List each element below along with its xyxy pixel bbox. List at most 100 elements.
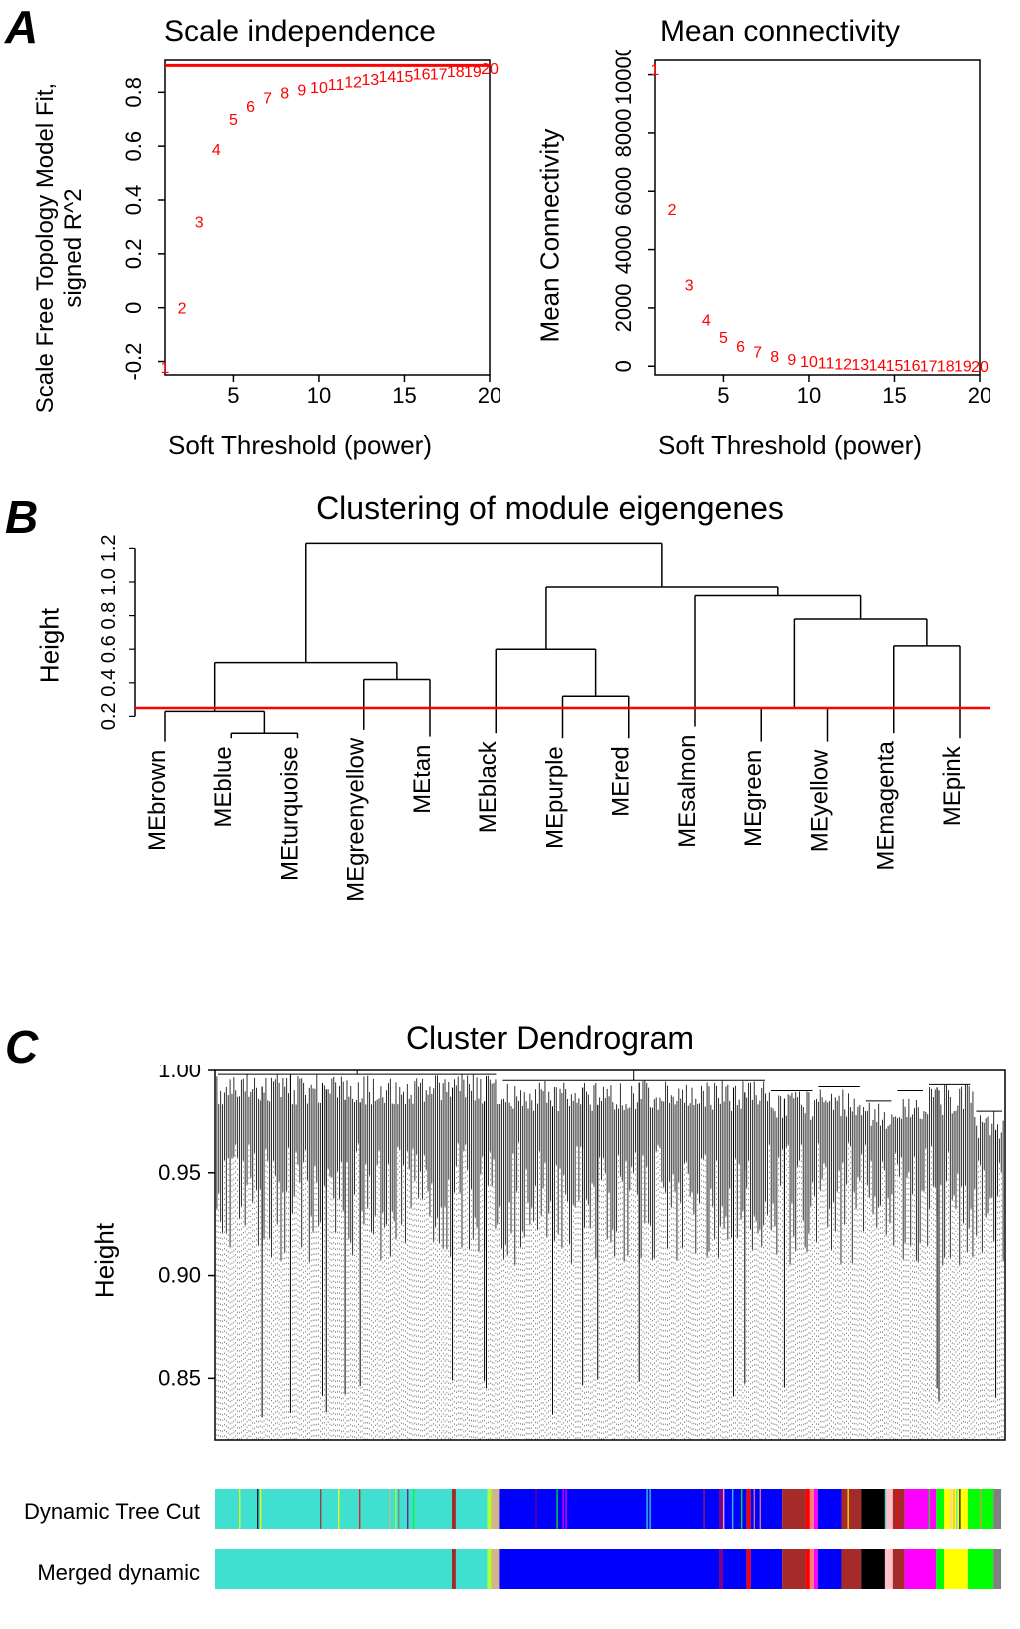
panel-a-left-ylabel: Scale Free Topology Model Fit, signed R^… (32, 48, 88, 448)
svg-text:2000: 2000 (611, 283, 636, 332)
svg-text:0.6: 0.6 (98, 635, 120, 663)
svg-text:MEred: MEred (608, 746, 635, 817)
svg-text:8: 8 (770, 349, 779, 366)
svg-text:18: 18 (447, 64, 465, 81)
svg-text:0.4: 0.4 (121, 185, 146, 216)
svg-text:20: 20 (971, 359, 989, 376)
svg-text:18: 18 (937, 359, 955, 376)
panel-a-right-title: Mean connectivity (600, 15, 960, 49)
svg-text:9: 9 (297, 83, 306, 100)
svg-text:4: 4 (212, 142, 221, 159)
svg-text:12: 12 (834, 356, 852, 373)
svg-text:1.0: 1.0 (98, 568, 120, 596)
svg-text:0: 0 (121, 302, 146, 314)
figure-container: A Scale independence 5101520-0.200.20.40… (0, 0, 1020, 1629)
svg-text:0.8: 0.8 (98, 602, 120, 630)
svg-text:6: 6 (246, 99, 255, 116)
panel-c-title: Cluster Dendrogram (250, 1020, 850, 1057)
svg-text:15: 15 (396, 69, 414, 86)
svg-text:10: 10 (310, 80, 328, 97)
svg-text:-0.2: -0.2 (121, 343, 146, 381)
svg-text:10: 10 (800, 354, 818, 371)
svg-text:17: 17 (920, 358, 938, 375)
svg-text:8000: 8000 (611, 108, 636, 157)
svg-text:0.95: 0.95 (158, 1160, 201, 1185)
svg-text:12: 12 (344, 75, 362, 92)
svg-text:5: 5 (717, 383, 729, 408)
panel-a-right-ylabel: Mean Connectivity (535, 86, 566, 386)
svg-text:4000: 4000 (611, 225, 636, 274)
svg-text:11: 11 (818, 355, 835, 372)
svg-text:13: 13 (361, 72, 379, 89)
svg-text:4: 4 (702, 313, 711, 330)
svg-text:MEgreen: MEgreen (740, 750, 767, 847)
svg-text:10: 10 (307, 383, 331, 408)
svg-text:0.6: 0.6 (121, 131, 146, 162)
svg-text:15: 15 (882, 383, 906, 408)
panel-a-left-title: Scale independence (120, 15, 480, 49)
svg-text:MEturquoise: MEturquoise (277, 746, 304, 881)
svg-text:15: 15 (886, 358, 904, 375)
svg-text:5: 5 (229, 112, 238, 129)
merged-dynamic-label: Merged dynamic (0, 1560, 200, 1586)
panel-b-title: Clustering of module eigengenes (200, 490, 900, 527)
svg-text:2: 2 (178, 301, 187, 318)
svg-text:14: 14 (378, 69, 396, 86)
svg-text:11: 11 (328, 77, 345, 94)
panel-c-label: C (5, 1020, 38, 1074)
svg-text:8: 8 (280, 85, 289, 102)
panel-a-label: A (5, 0, 38, 54)
svg-text:3: 3 (685, 278, 694, 295)
svg-text:0.4: 0.4 (98, 669, 120, 697)
svg-text:1: 1 (161, 360, 170, 377)
svg-text:2: 2 (668, 202, 677, 219)
mean-connectivity-chart: 5101520020004000600080001000012345678910… (590, 50, 990, 430)
eigengene-dendrogram: 0.20.40.60.81.01.2MEbrownMEblueMEturquoi… (80, 530, 1000, 980)
svg-text:20: 20 (481, 61, 499, 78)
svg-text:3: 3 (195, 215, 204, 232)
svg-text:16: 16 (413, 66, 431, 83)
svg-text:MEgreenyellow: MEgreenyellow (343, 737, 370, 902)
svg-text:17: 17 (430, 66, 448, 83)
svg-text:9: 9 (787, 352, 796, 369)
svg-text:0.2: 0.2 (98, 702, 120, 730)
svg-text:MEmagenta: MEmagenta (873, 741, 900, 871)
svg-text:13: 13 (851, 357, 869, 374)
svg-text:6: 6 (736, 339, 745, 356)
svg-text:10000: 10000 (611, 50, 636, 105)
panel-a-left-xlabel: Soft Threshold (power) (140, 430, 460, 461)
panel-a-right-xlabel: Soft Threshold (power) (630, 430, 950, 461)
svg-text:20: 20 (968, 383, 990, 408)
svg-text:7: 7 (753, 345, 762, 362)
svg-text:0.90: 0.90 (158, 1263, 201, 1288)
svg-text:MEsalmon: MEsalmon (674, 734, 701, 847)
svg-text:5: 5 (719, 330, 728, 347)
svg-text:7: 7 (263, 91, 272, 108)
svg-text:1.00: 1.00 (158, 1065, 201, 1082)
panel-c-ylabel: Height (90, 1161, 121, 1361)
panel-b-label: B (5, 490, 38, 544)
svg-text:1: 1 (651, 62, 660, 79)
svg-text:MEpurple: MEpurple (542, 746, 569, 849)
cluster-dendrogram: 0.85 0.90 0.95 1.00 (110, 1065, 1010, 1625)
svg-text:0.2: 0.2 (121, 239, 146, 270)
svg-text:0.85: 0.85 (158, 1365, 201, 1390)
svg-text:20: 20 (478, 383, 500, 408)
svg-text:MEblue: MEblue (210, 746, 237, 827)
svg-text:16: 16 (903, 358, 921, 375)
svg-text:MEblack: MEblack (475, 740, 502, 833)
svg-text:0.8: 0.8 (121, 77, 146, 108)
svg-text:MEtan: MEtan (409, 745, 436, 814)
svg-text:10: 10 (797, 383, 821, 408)
dynamic-tree-cut-label: Dynamic Tree Cut (0, 1499, 200, 1525)
svg-text:19: 19 (464, 64, 482, 81)
svg-text:6000: 6000 (611, 167, 636, 216)
svg-text:MEyellow: MEyellow (807, 749, 834, 852)
svg-text:MEpink: MEpink (939, 745, 966, 826)
svg-text:14: 14 (868, 358, 886, 375)
scale-independence-chart: 5101520-0.200.20.40.60.81234567891011121… (100, 50, 500, 430)
svg-text:15: 15 (392, 383, 416, 408)
svg-text:MEbrown: MEbrown (144, 750, 171, 851)
panel-b-ylabel: Height (35, 546, 66, 746)
svg-text:19: 19 (954, 359, 972, 376)
